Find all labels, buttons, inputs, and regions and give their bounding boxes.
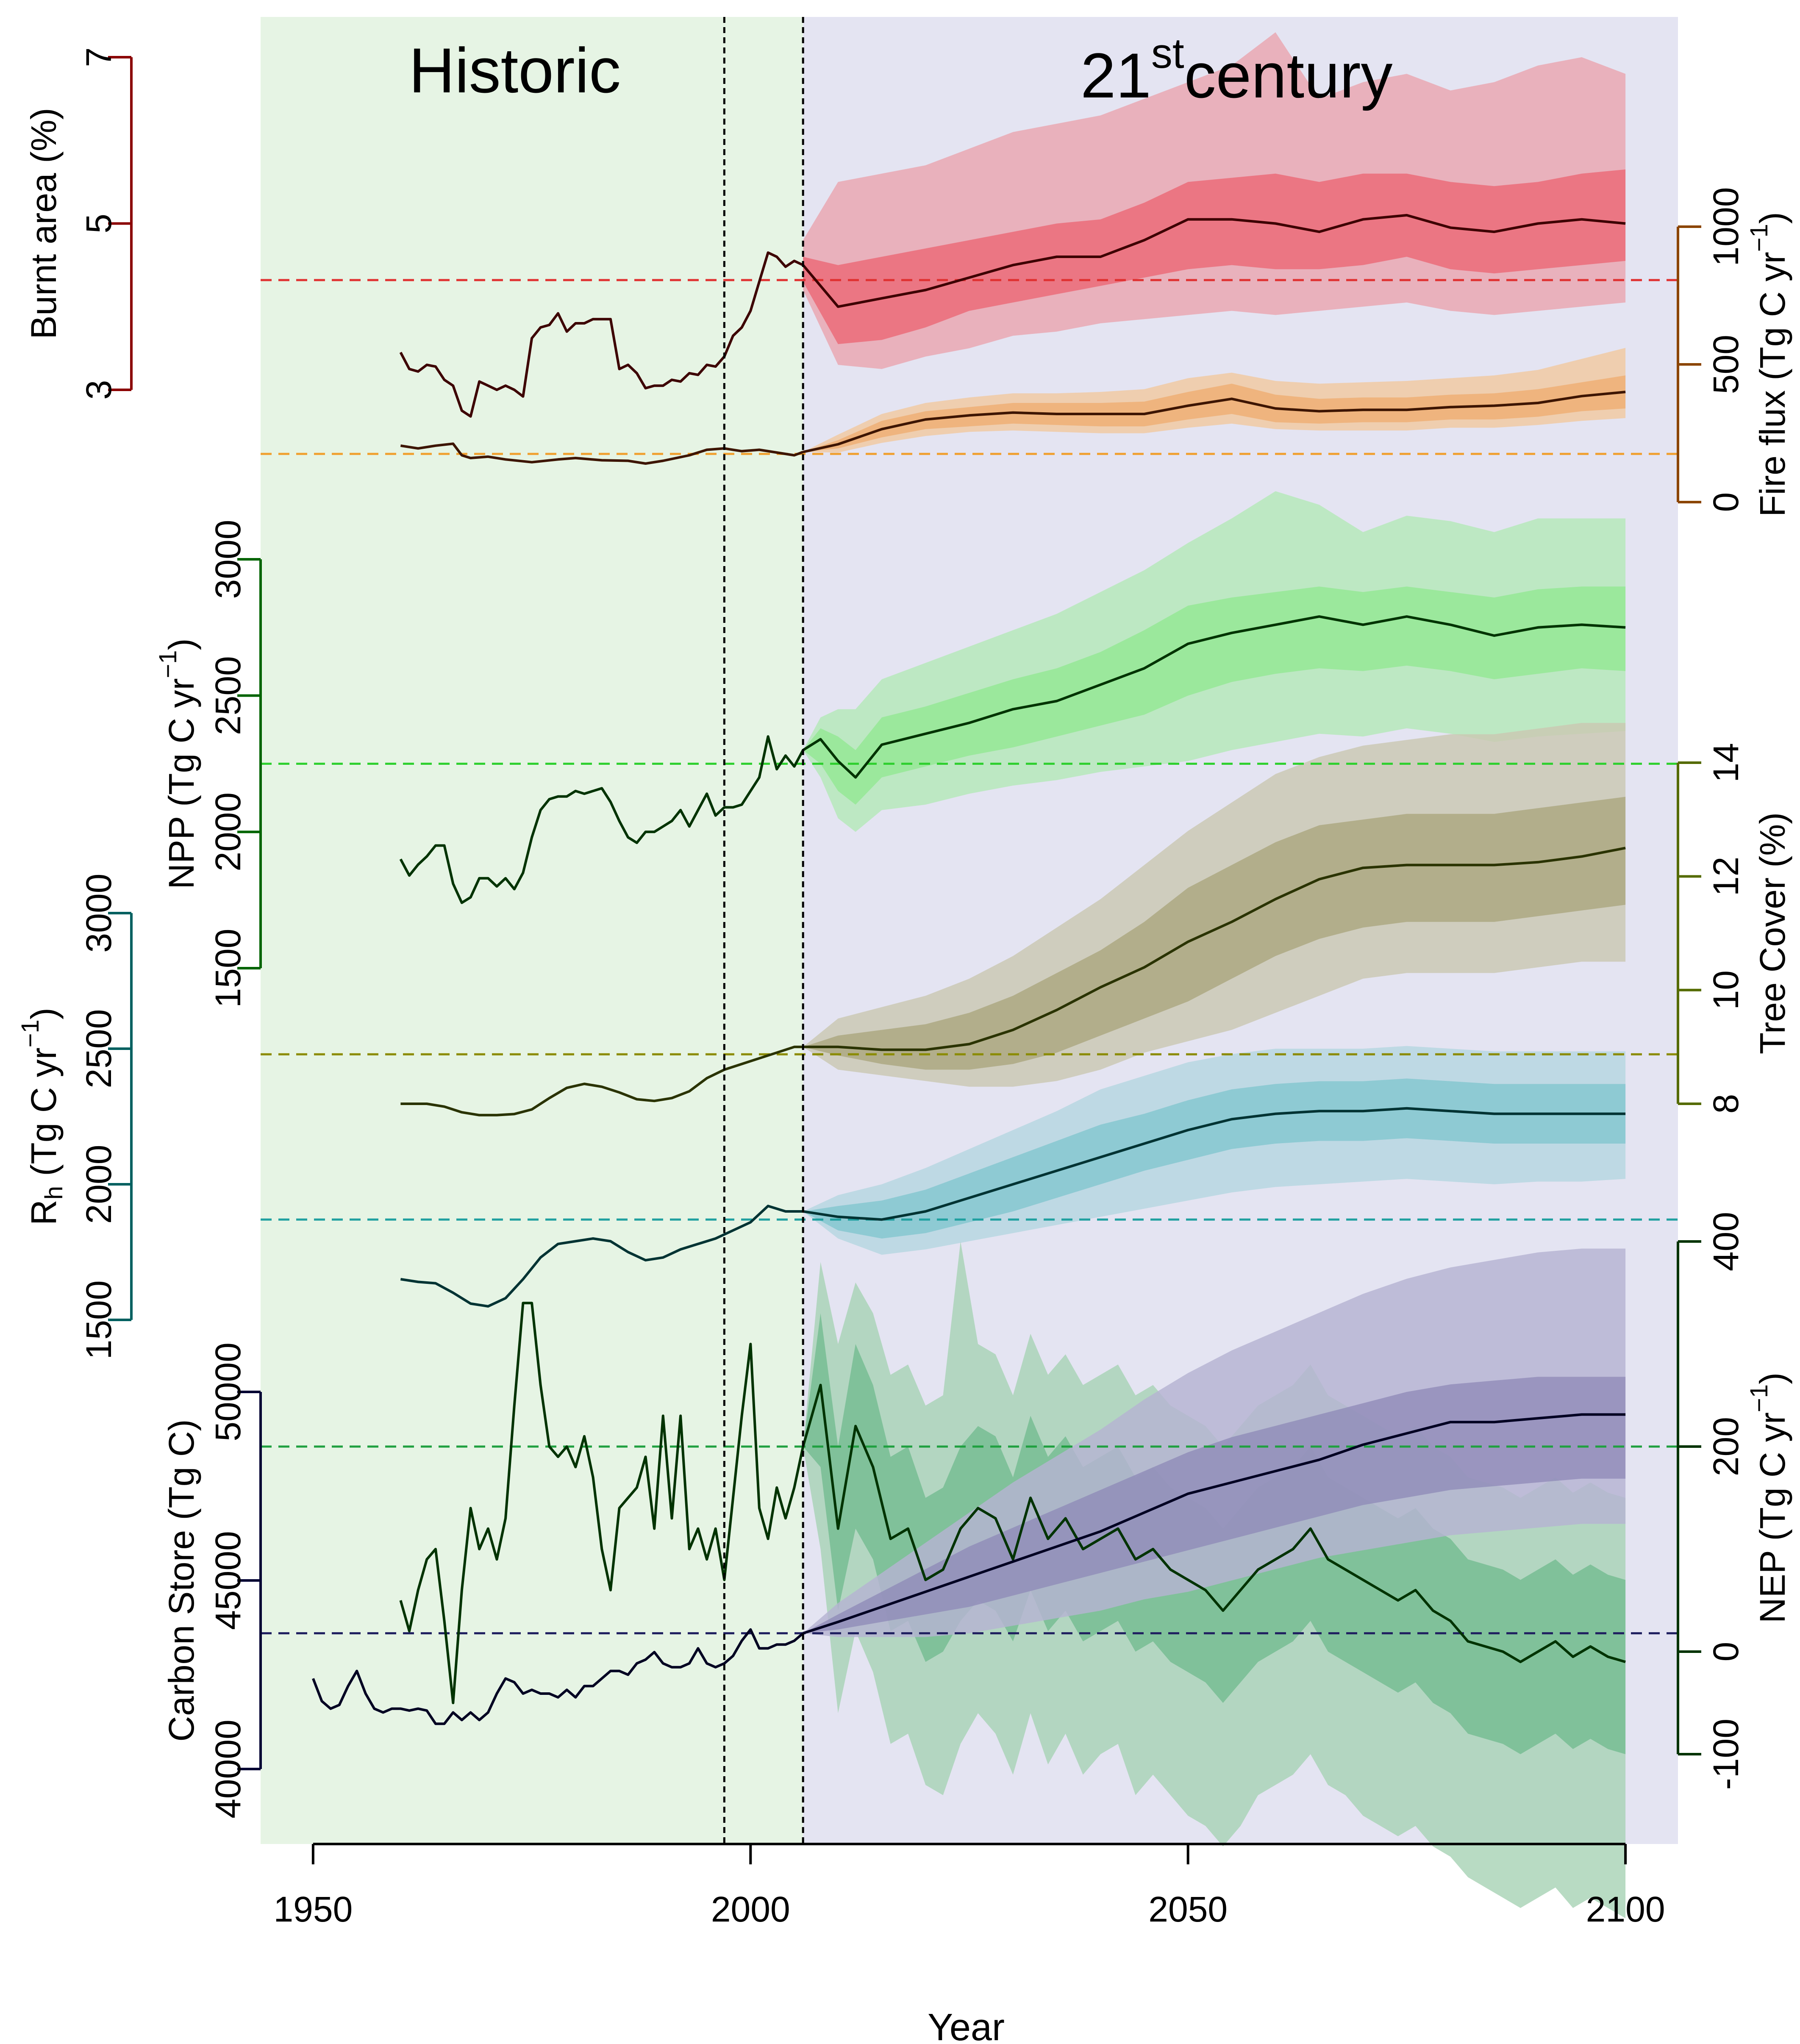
rh-axis-label-rest: (Tg C yr <box>24 1047 64 1186</box>
npp-axis-label-main: NPP (Tg C yr <box>161 678 201 889</box>
npp-axis-label-sup: −1 <box>154 650 182 678</box>
npp-tick-label-3: 3000 <box>208 520 248 599</box>
fire-tick-label-0: 0 <box>1706 492 1746 512</box>
npp-inner-band <box>803 586 1626 805</box>
npp-axis-label: NPP (Tg C yr−1) <box>154 639 201 889</box>
fire-axis-label-main: Fire flux (Tg C yr <box>1753 252 1792 517</box>
x-tick-label-2050: 2050 <box>1148 1889 1228 1929</box>
tree-historic-line <box>400 1045 803 1116</box>
nep-future-line <box>802 1383 1626 1664</box>
tree-tick-label-1: 10 <box>1706 970 1746 1010</box>
series-lines-layer <box>312 214 1626 1725</box>
npp-tick-label-2: 2500 <box>208 656 248 735</box>
rh-tick-label-2: 2500 <box>79 1009 119 1089</box>
fire-historic-line <box>400 442 804 465</box>
nep-axis-label-end: ) <box>1753 1372 1792 1384</box>
npp-tick-label-1: 2000 <box>208 792 248 872</box>
x-tick-label-1950: 1950 <box>273 1889 353 1929</box>
tree-future-line <box>803 847 1626 1051</box>
rh-tick-label-0: 1500 <box>79 1280 119 1360</box>
fire-axis-label: Fire flux (Tg C yr−1) <box>1745 212 1792 517</box>
rh-axis-label-end: ) <box>24 1008 64 1019</box>
century-label-suffix: st <box>1151 30 1184 77</box>
npp-future-line <box>802 615 1626 779</box>
rh-historic-line <box>400 1205 803 1308</box>
rh-tick-label-3: 3000 <box>79 874 119 953</box>
tree-tick-label-3: 14 <box>1706 743 1746 782</box>
rh-future-line <box>803 1107 1626 1221</box>
rh-tick-label-1: 2000 <box>79 1145 119 1224</box>
burnt-historic-line <box>399 251 804 418</box>
x-axis-label: Year <box>928 2006 1005 2044</box>
x-tick-label-2000: 2000 <box>711 1889 790 1929</box>
burnt-axis-label: Burnt area (%) <box>24 108 64 339</box>
rh-inner-band <box>803 1078 1626 1239</box>
burnt-tick-label-1: 5 <box>79 214 119 233</box>
fire-axis-label-sup: −1 <box>1745 224 1773 252</box>
fire-axis-label-end: ) <box>1753 212 1792 224</box>
axes-layer: 1950 2000 2050 2100357050010001500200025003… <box>79 47 1746 1929</box>
nep-axis-label-sup: −1 <box>1745 1384 1773 1412</box>
tree-tick-label-0: 8 <box>1706 1094 1746 1114</box>
historic-label: Historic <box>409 35 621 106</box>
x-tick-label-2100: 2100 <box>1586 1889 1665 1929</box>
nep-tick-label-2: 200 <box>1706 1417 1746 1476</box>
fire-future-line <box>803 391 1626 453</box>
nep-tick-label-1: 0 <box>1706 1642 1746 1662</box>
burnt-inner-band <box>803 169 1626 344</box>
century-label-word: century <box>1184 40 1393 111</box>
rh-axis-label-sub: h <box>40 1186 68 1200</box>
carbon-axis-label-text: Carbon Store (Tg C) <box>161 1419 201 1742</box>
carbon-inner-band <box>803 1377 1626 1633</box>
nep-historic-line <box>399 1302 805 1704</box>
nep-tick-label-3: 400 <box>1706 1212 1746 1271</box>
nep-axis-label-main: NEP (Tg C yr <box>1753 1412 1792 1623</box>
rh-axis-label-main: R <box>24 1200 64 1225</box>
fire-tick-label-1: 500 <box>1706 335 1746 394</box>
burnt-axis-label-text: Burnt area (%) <box>24 108 64 339</box>
fire-inner-band <box>803 375 1626 452</box>
century-label-number: 21 <box>1081 40 1151 111</box>
nep-tick-label-0: -100 <box>1706 1719 1746 1790</box>
rh-axis-label: Rh (Tg C yr−1) <box>17 1008 68 1225</box>
fire-tick-label-2: 1000 <box>1706 187 1746 267</box>
burnt-tick-label-2: 7 <box>79 47 119 67</box>
burnt-future-line <box>802 214 1626 308</box>
tree-axis-label-text: Tree Cover (%) <box>1753 812 1792 1054</box>
carbon-tick-label-0: 40000 <box>208 1719 248 1819</box>
npp-axis-label-end: ) <box>161 639 201 650</box>
rh-axis-label-sup: −1 <box>17 1019 44 1047</box>
nep-axis-label: NEP (Tg C yr−1) <box>1745 1372 1792 1623</box>
tree-tick-label-2: 12 <box>1706 857 1746 896</box>
carbon-axis-label: Carbon Store (Tg C) <box>161 1419 201 1742</box>
tree-axis-label: Tree Cover (%) <box>1753 812 1792 1054</box>
npp-tick-label-0: 1500 <box>208 929 248 1008</box>
carbon-future-line <box>803 1413 1626 1635</box>
carbon-historic-line <box>312 1628 804 1725</box>
century-label: 21stcentury <box>1081 30 1393 111</box>
npp-historic-line <box>399 735 804 904</box>
carbon-tick-label-2: 50000 <box>208 1342 248 1441</box>
reference-lines-layer <box>261 279 1678 1635</box>
carbon-tick-label-1: 45000 <box>208 1531 248 1630</box>
burnt-tick-label-0: 3 <box>79 380 119 400</box>
